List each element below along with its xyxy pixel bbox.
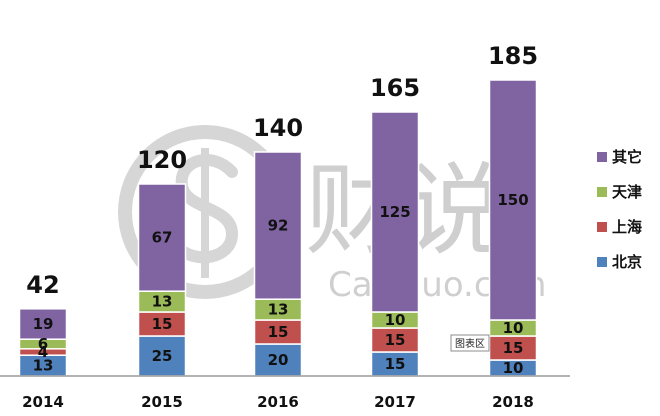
data-label-2015-s3: 67 xyxy=(152,229,173,247)
x-tick-2014: 2014 xyxy=(22,393,64,411)
total-label-2014: 42 xyxy=(26,271,59,299)
total-label-2015: 120 xyxy=(137,146,187,174)
label-layer: 1346194225151367120201513921401515101251… xyxy=(26,42,538,377)
legend-label-0: 其它 xyxy=(612,148,642,166)
bar-segment-2018-s1 xyxy=(488,335,538,361)
legend-swatch-2 xyxy=(597,222,607,232)
bar-segment-2014-s3 xyxy=(18,308,68,340)
data-label-2015-s1: 15 xyxy=(152,315,173,333)
data-label-2018-s3: 150 xyxy=(497,191,528,209)
total-label-2018: 185 xyxy=(488,42,538,70)
data-label-2015-s2: 13 xyxy=(152,293,173,311)
legend-swatch-3 xyxy=(597,257,607,267)
chart-area-tooltip: 图表区 xyxy=(450,334,490,352)
bar-segment-2016-s1 xyxy=(253,319,303,345)
x-tick-2017: 2017 xyxy=(374,393,416,411)
data-label-2016-s0: 20 xyxy=(268,351,289,369)
legend-swatch-0 xyxy=(597,152,607,162)
data-label-2016-s2: 13 xyxy=(268,301,289,319)
data-label-2017-s1: 15 xyxy=(385,331,406,349)
legend-swatch-1 xyxy=(597,187,607,197)
data-label-2014-s1: 4 xyxy=(38,343,48,361)
data-label-2017-s2: 10 xyxy=(385,311,406,329)
data-label-2018-s0: 10 xyxy=(503,359,524,377)
bar-segment-2017-s3 xyxy=(370,111,420,313)
data-label-2014-s2: 6 xyxy=(38,335,48,353)
data-label-2014-s0: 13 xyxy=(33,357,54,375)
data-label-2018-s2: 10 xyxy=(503,319,524,337)
tooltip-box xyxy=(450,334,490,352)
data-label-2018-s1: 15 xyxy=(503,339,524,357)
x-tick-2018: 2018 xyxy=(492,393,534,411)
watermark: 财说 Caishuo.com xyxy=(118,125,546,305)
data-label-2017-s0: 15 xyxy=(385,355,406,373)
data-label-2015-s0: 25 xyxy=(152,347,173,365)
bar-segment-2015-s3 xyxy=(137,183,187,292)
data-label-2016-s1: 15 xyxy=(268,323,289,341)
legend-label-1: 天津 xyxy=(612,183,642,201)
legend-label-3: 北京 xyxy=(612,253,642,271)
bar-segment-2015-s1 xyxy=(137,311,187,337)
bar-segment-2016-s3 xyxy=(253,151,303,300)
bar-segment-2016-s0 xyxy=(253,343,303,377)
x-tick-2016: 2016 xyxy=(257,393,299,411)
tooltip-text: 图表区 xyxy=(455,337,485,350)
x-tick-2015: 2015 xyxy=(141,393,183,411)
data-label-2016-s3: 92 xyxy=(268,217,289,235)
x-axis-tick-labels: 2014 2015 2016 2017 2018 xyxy=(22,393,534,411)
data-label-2014-s3: 19 xyxy=(33,315,54,333)
total-label-2017: 165 xyxy=(370,74,420,102)
bar-layer xyxy=(18,79,538,377)
legend-label-2: 上海 xyxy=(612,218,642,236)
bar-segment-2018-s3 xyxy=(488,79,538,321)
total-label-2016: 140 xyxy=(253,114,303,142)
data-label-2017-s3: 125 xyxy=(379,203,410,221)
